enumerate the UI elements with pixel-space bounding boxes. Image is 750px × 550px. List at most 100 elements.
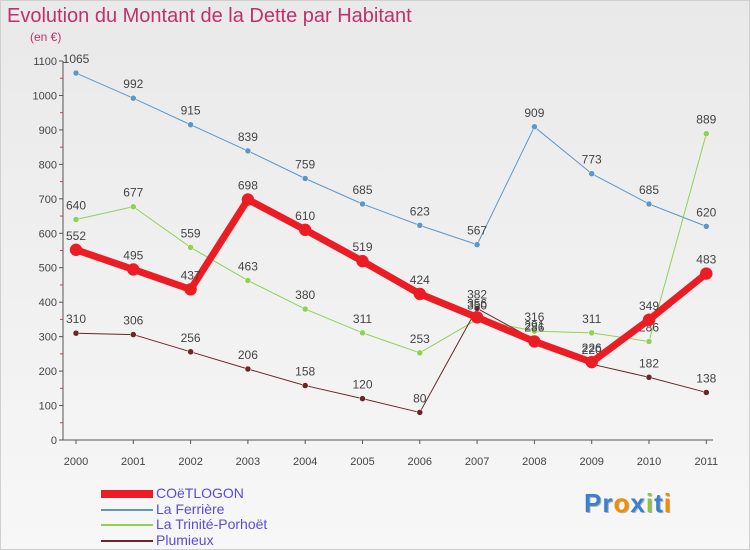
data-label: 623: [410, 204, 430, 218]
y-tick-label: 300: [39, 332, 57, 344]
x-tick-label: 2006: [408, 456, 432, 468]
data-point: [356, 254, 369, 268]
data-label: 992: [123, 77, 143, 91]
data-point: [184, 283, 197, 296]
x-tick-label: 2005: [350, 456, 374, 468]
data-label: 349: [639, 299, 659, 313]
x-tick-label: 2010: [637, 456, 661, 468]
y-tick-label: 800: [39, 159, 57, 171]
data-point: [72, 69, 80, 77]
data-point: [470, 311, 484, 324]
logo-letter: i: [645, 488, 655, 518]
data-point: [72, 329, 80, 337]
line-chart: 0 100 200 300 400 500 600 700 800 900 1000 1100 2000…: [33, 52, 719, 468]
data-label: 463: [238, 259, 258, 273]
x-tick-label: 2008: [522, 456, 546, 468]
data-label: 685: [639, 183, 659, 197]
x-tick-label: 2001: [121, 456, 145, 468]
data-label: 220: [582, 343, 602, 357]
data-point: [301, 175, 309, 182]
data-label: 356: [467, 296, 487, 310]
data-point: [301, 382, 309, 389]
y-tick-label: 700: [39, 194, 57, 206]
data-point: [645, 200, 653, 208]
data-label: 306: [123, 314, 143, 328]
data-label: 437: [181, 268, 201, 282]
data-point: [298, 223, 312, 237]
data-label: 839: [238, 130, 258, 144]
data-point: [187, 348, 194, 356]
data-label: 311: [353, 312, 372, 326]
data-label: 889: [696, 113, 716, 127]
data-point: [531, 123, 538, 131]
y-tick-label: 200: [39, 366, 57, 378]
data-point: [416, 349, 424, 357]
data-point: [413, 287, 427, 301]
series-line: [75, 72, 707, 246]
data-point: [69, 243, 83, 257]
data-label: 483: [696, 253, 716, 267]
data-point: [700, 267, 713, 280]
data-point: [244, 147, 252, 155]
data-label: 256: [181, 331, 201, 345]
data-label: 380: [295, 288, 315, 302]
data-label: 610: [295, 209, 315, 223]
data-label: 559: [181, 226, 201, 240]
data-label: 120: [352, 378, 372, 392]
data-label: 495: [123, 248, 143, 262]
legend-label: La Ferrière: [156, 500, 225, 517]
x-tick-label: 2000: [64, 456, 88, 468]
data-label: 316: [524, 310, 544, 324]
series-line: [75, 133, 707, 354]
series-plumieux: 310 306 256 206 158 120 80 382 291 220 182 138: [66, 287, 717, 416]
data-label: 138: [696, 371, 716, 385]
data-label: 915: [181, 104, 201, 118]
proxiti-logo: Proxiti: [584, 488, 672, 519]
data-label: 759: [295, 157, 315, 171]
data-label: 685: [352, 183, 372, 197]
data-label: 640: [66, 198, 86, 212]
data-label: 424: [410, 273, 430, 287]
y-tick-label: 600: [39, 228, 57, 240]
data-label: 182: [639, 356, 659, 370]
x-tick-label: 2003: [236, 456, 260, 468]
y-tick-label: 0: [51, 435, 57, 447]
data-label: 773: [582, 153, 602, 167]
legend-swatch: [101, 508, 153, 511]
data-label: 253: [410, 332, 430, 346]
data-label: 311: [582, 312, 601, 326]
legend-label: La Trinité-Porhoët: [156, 516, 268, 532]
logo-letter: t: [654, 488, 664, 518]
data-point: [130, 331, 137, 338]
data-point: [72, 216, 80, 223]
data-point: [187, 121, 194, 128]
y-tick-label: 1100: [33, 56, 57, 68]
data-point: [528, 335, 541, 348]
logo-letter: i: [663, 488, 672, 518]
y-tick-label: 900: [39, 125, 57, 137]
data-label: 620: [696, 205, 716, 219]
data-label: 226: [582, 341, 602, 355]
x-tick-label: 2011: [694, 456, 718, 468]
chart-title: Evolution du Montant de la Dette par Hab…: [7, 5, 412, 27]
data-point: [416, 222, 424, 229]
data-point: [301, 305, 309, 313]
series-co-tlogon: 552 495 437 698 610 519 424 356 286 226 349 483: [66, 179, 717, 369]
data-label: 310: [66, 312, 86, 326]
data-label: 677: [123, 186, 143, 200]
data-label: 291: [524, 319, 544, 333]
series-line: [75, 307, 707, 413]
data-label: 1065: [63, 52, 90, 66]
data-point: [359, 395, 366, 402]
data-point: [642, 313, 656, 327]
logo-letter: x: [630, 488, 646, 518]
data-label: 382: [467, 287, 487, 301]
data-point: [244, 365, 252, 373]
data-label: 80: [413, 391, 427, 405]
data-point: [241, 193, 255, 206]
y-tick-label: 400: [39, 297, 57, 309]
data-point: [645, 374, 653, 381]
legend-swatch: [101, 539, 153, 542]
data-label: 519: [352, 240, 372, 254]
